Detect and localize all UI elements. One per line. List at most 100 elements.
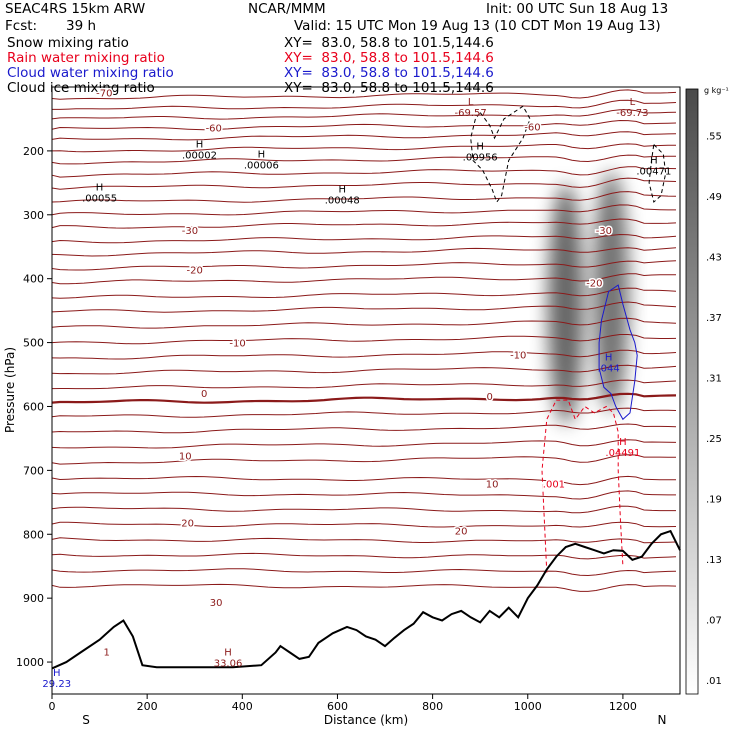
isotherm-22 xyxy=(51,379,677,390)
x-axis-label: Distance (km) xyxy=(324,713,408,727)
extremum-value-10: 33.06 xyxy=(214,659,243,670)
extremum-value-4: .00956 xyxy=(463,153,498,164)
plot-frame xyxy=(51,86,681,695)
colorbar-unit: g kg⁻¹ xyxy=(704,86,729,95)
extremum-kind-3: H xyxy=(338,184,346,195)
extremum-kind-5: H xyxy=(650,156,658,167)
isotherm-label-5: -20 xyxy=(187,266,203,277)
y-tick-label-0: 200 xyxy=(23,145,44,158)
isotherm-0 xyxy=(51,89,677,100)
y-tick-label-5: 700 xyxy=(23,464,44,477)
y-tick-label-8: 1000 xyxy=(16,656,44,669)
isotherm-18 xyxy=(51,317,677,329)
isotherm-32 xyxy=(51,537,677,544)
org-label: NCAR/MMM xyxy=(248,1,326,17)
isotherm-lines xyxy=(51,89,677,592)
isotherm-13 xyxy=(51,247,677,257)
isotherm-10 xyxy=(51,204,676,216)
extremum-kind-6: L xyxy=(468,97,474,108)
extremum-value-7: -69.73 xyxy=(616,108,648,119)
isotherm-label-14: 20 xyxy=(455,526,468,537)
isotherm-23 xyxy=(51,392,677,404)
colorbar-tick-9: .01 xyxy=(706,676,722,687)
y-tick-label-6: 800 xyxy=(23,528,44,541)
isotherm-label-15: 30 xyxy=(210,598,223,609)
south-end-label: S xyxy=(82,713,90,727)
isotherm-24 xyxy=(51,407,677,418)
snow-shading-layer xyxy=(547,171,630,425)
isotherm-label-11: 10 xyxy=(179,452,192,463)
isotherm-11 xyxy=(51,218,677,229)
isotherm-6 xyxy=(51,154,676,165)
extremum-kind-7: L xyxy=(630,97,636,108)
y-tick-label-2: 400 xyxy=(23,273,44,286)
isotherm-1 xyxy=(52,99,677,110)
extremum-value-9: .04491 xyxy=(605,448,640,459)
ice-field-label: Cloud ice mixing ratio xyxy=(7,80,155,96)
isotherm-label-13: 20 xyxy=(181,519,194,530)
isotherm-label-8: -10 xyxy=(510,351,526,362)
snow-field-xy: XY= 83.0, 58.8 to 101.5,144.6 xyxy=(284,35,494,51)
isotherm-8 xyxy=(51,177,677,190)
extremum-kind-0: H xyxy=(196,140,204,151)
isotherm-25 xyxy=(51,423,677,434)
x-tick-label-3: 600 xyxy=(327,700,348,713)
colorbar-tick-0: .55 xyxy=(706,131,722,142)
colorbar-tick-1: .49 xyxy=(706,192,722,203)
extremum-value-8: .044 xyxy=(598,363,620,374)
y-tick-label-1: 300 xyxy=(23,209,44,222)
isotherm-16 xyxy=(51,287,677,299)
isotherm-label-7: -10 xyxy=(229,338,245,349)
snow-field-label: Snow mixing ratio xyxy=(7,35,129,51)
colorbar-tick-2: .43 xyxy=(706,252,722,263)
x-tick-label-1: 200 xyxy=(137,700,158,713)
extremum-value-3: .00048 xyxy=(325,195,360,206)
isotherm-21 xyxy=(51,364,677,375)
x-tick-label-5: 1000 xyxy=(514,700,542,713)
colorbar-tick-7: .13 xyxy=(706,555,722,566)
isotherm-label-10: 0 xyxy=(487,392,493,403)
isotherm-15 xyxy=(51,273,677,285)
field-labels: -70 -60 -60 -30 -30 -20 -20 -10 -10 0 0 10 10 20 20 30 1… xyxy=(42,87,671,690)
isotherm-label-6: -20 xyxy=(586,278,602,289)
extremum-kind-2: H xyxy=(96,183,104,194)
isotherm-14 xyxy=(51,260,677,271)
north-end-label: N xyxy=(658,713,667,727)
x-tick-label-4: 800 xyxy=(422,700,443,713)
init-time: Init: 00 UTC Sun 18 Aug 13 xyxy=(486,1,669,17)
isotherm-label-3: -30 xyxy=(182,226,198,237)
isotherm-9 xyxy=(51,191,677,203)
valid-time: Valid: 15 UTC Mon 19 Aug 13 (10 CDT Mon … xyxy=(294,18,661,34)
extremum-kind-9: H xyxy=(619,437,627,448)
isotherm-19 xyxy=(51,334,677,345)
colorbar-tick-8: .07 xyxy=(706,615,722,626)
isotherm-label-1: -60 xyxy=(206,124,222,135)
isotherm-17 xyxy=(51,301,677,313)
isotherm-20 xyxy=(51,349,677,360)
x-tick-label-0: 0 xyxy=(49,700,56,713)
isotherm-4 xyxy=(51,131,677,141)
snow-shading-blob-1 xyxy=(593,171,630,412)
isotherm-label-12: 10 xyxy=(486,480,499,491)
colorbar-tick-4: .31 xyxy=(706,373,722,384)
x-tick-label-2: 400 xyxy=(232,700,253,713)
y-tick-label-4: 600 xyxy=(23,400,44,413)
isotherm-label-4: -30 xyxy=(596,226,612,237)
isotherm-27 xyxy=(51,454,676,465)
terrain-line xyxy=(51,529,681,670)
x-tick-label-6: 1200 xyxy=(609,700,637,713)
isotherm-5 xyxy=(51,143,676,153)
rain-contour xyxy=(541,399,624,573)
isotherm-30 xyxy=(51,505,676,514)
extremum-value-1: .00006 xyxy=(244,160,279,171)
isotherm-7 xyxy=(51,166,677,178)
isotherm-label-0: -70 xyxy=(96,89,112,100)
colorbar-gradient xyxy=(685,88,699,695)
forecast-hours: 39 h xyxy=(66,18,97,34)
extremum-kind-8: H xyxy=(605,352,613,363)
extremum-kind-11: H xyxy=(53,668,61,679)
isotherm-label-2: -60 xyxy=(524,122,540,133)
extremum-kind-10: H xyxy=(224,648,232,659)
snow-shading-blob-0 xyxy=(547,184,584,425)
